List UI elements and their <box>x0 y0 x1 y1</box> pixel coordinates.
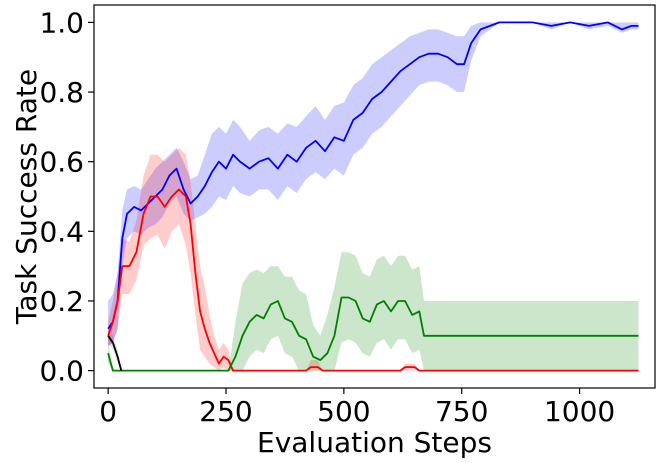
y-axis: 0.0 0.2 0.4 0.6 0.8 1.0 <box>39 6 94 388</box>
y-tick-label: 0.2 <box>39 285 84 318</box>
y-tick-label: 0.0 <box>39 355 84 388</box>
series-4-line <box>107 335 123 371</box>
series-lines <box>107 21 639 372</box>
x-tick-label: 750 <box>435 395 488 428</box>
x-axis-label: Evaluation Steps <box>257 426 492 459</box>
y-tick-label: 0.4 <box>39 215 84 248</box>
x-tick-label: 0 <box>99 395 117 428</box>
series-2-band <box>108 147 639 371</box>
x-axis: 0 250 500 750 1000 <box>99 388 615 428</box>
x-tick-label: 1000 <box>544 395 615 428</box>
y-tick-label: 0.6 <box>39 146 84 179</box>
plot-frame <box>93 4 656 389</box>
series-1-line <box>107 21 639 330</box>
y-tick-label: 0.8 <box>39 76 84 109</box>
x-tick-label: 250 <box>199 395 252 428</box>
y-axis-label: Task Success Rate <box>10 69 43 325</box>
x-tick-label: 500 <box>317 395 370 428</box>
series-1-band <box>108 22 639 347</box>
series-3-line <box>107 296 639 372</box>
series-2-line <box>107 188 639 372</box>
y-tick-label: 1.0 <box>39 6 84 39</box>
